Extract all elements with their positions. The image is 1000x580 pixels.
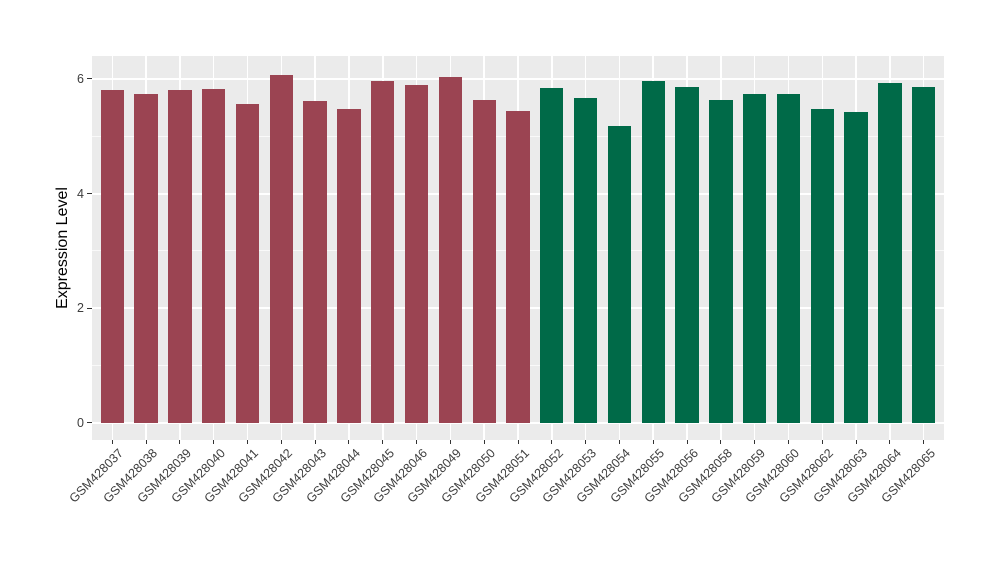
bar — [709, 99, 733, 423]
y-tick-mark — [87, 307, 92, 309]
x-tick-mark — [280, 440, 282, 444]
x-tick-mark — [517, 440, 519, 444]
bar — [100, 89, 124, 423]
y-tick-label: 6 — [77, 71, 84, 86]
bar — [675, 86, 699, 423]
bar — [269, 74, 293, 423]
x-tick-mark — [754, 440, 756, 444]
y-tick-mark — [87, 78, 92, 80]
bar — [810, 109, 834, 423]
x-tick-mark — [923, 440, 925, 444]
plot-panel — [92, 56, 944, 440]
x-tick-mark — [213, 440, 215, 444]
bar — [743, 93, 767, 423]
x-tick-mark — [314, 440, 316, 444]
x-tick-mark — [348, 440, 350, 444]
bar — [404, 84, 429, 423]
bar — [607, 125, 632, 423]
bar — [168, 89, 192, 423]
x-tick-mark — [618, 440, 620, 444]
y-axis-title: Expression Level — [54, 187, 71, 309]
bar — [134, 93, 158, 423]
bar — [303, 100, 327, 423]
x-tick-mark — [483, 440, 485, 444]
bar — [878, 82, 902, 423]
bar — [776, 93, 801, 423]
y-tick-mark — [87, 193, 92, 195]
x-tick-mark — [855, 440, 857, 444]
y-tick-label: 4 — [77, 186, 84, 201]
x-tick-mark — [787, 440, 789, 444]
x-tick-mark — [382, 440, 384, 444]
bar — [912, 86, 936, 423]
x-tick-mark — [585, 440, 587, 444]
bar — [202, 88, 226, 423]
bar — [573, 98, 598, 423]
x-tick-mark — [449, 440, 451, 444]
x-tick-mark — [247, 440, 249, 444]
x-tick-mark — [686, 440, 688, 444]
bar — [540, 87, 564, 423]
x-tick-mark — [111, 440, 113, 444]
x-tick-mark — [145, 440, 147, 444]
x-tick-mark — [179, 440, 181, 444]
bar — [337, 109, 361, 423]
bar — [438, 76, 463, 423]
bar — [371, 80, 395, 423]
x-tick-mark — [652, 440, 654, 444]
bar — [235, 104, 260, 423]
y-tick-mark — [87, 422, 92, 424]
y-tick-label: 0 — [77, 415, 84, 430]
x-tick-mark — [821, 440, 823, 444]
bar — [641, 80, 665, 423]
y-tick-label: 2 — [77, 301, 84, 316]
x-tick-mark — [720, 440, 722, 444]
bar — [844, 111, 868, 423]
x-tick-mark — [889, 440, 891, 444]
x-tick-mark — [416, 440, 418, 444]
bar — [472, 99, 496, 423]
bar — [506, 111, 530, 423]
x-tick-mark — [551, 440, 553, 444]
